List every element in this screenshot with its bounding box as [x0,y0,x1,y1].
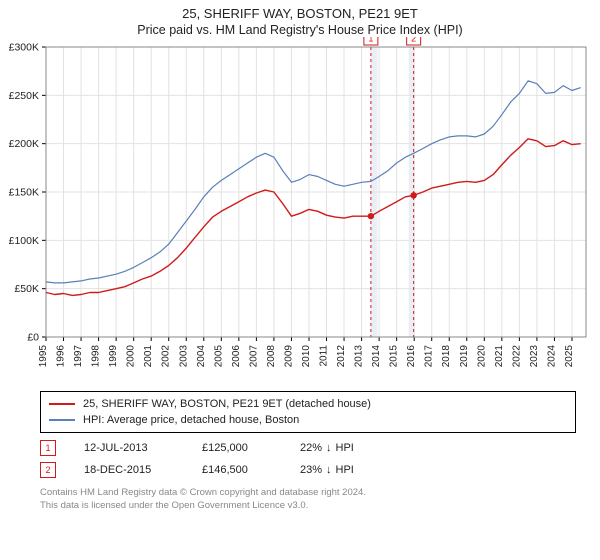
chart-container: 25, SHERIFF WAY, BOSTON, PE21 9ET Price … [0,0,600,513]
sale-date: 18-DEC-2015 [84,464,174,476]
svg-text:2001: 2001 [143,345,154,368]
sale-row: 1 12-JUL-2013 £125,000 22% ↓ HPI [40,437,576,459]
svg-text:2003: 2003 [178,345,189,368]
svg-text:2005: 2005 [213,345,224,368]
title-subtitle: Price paid vs. HM Land Registry's House … [0,23,600,37]
svg-text:2021: 2021 [494,345,505,368]
sales-table: 1 12-JUL-2013 £125,000 22% ↓ HPI 2 18-DEC-2015 £… [40,437,576,481]
svg-text:£50K: £50K [14,283,39,295]
sale-date: 12-JUL-2013 [84,442,174,454]
svg-text:2017: 2017 [424,345,435,368]
svg-text:£250K: £250K [9,90,39,102]
legend-label: HPI: Average price, detached house, Bost… [83,414,299,426]
svg-text:2018: 2018 [441,345,452,368]
legend-swatch [49,419,75,421]
svg-text:2000: 2000 [126,345,137,368]
line-chart-svg: £0 £50K £100K £150K £200K £250K £300K 1995 1996 1… [0,37,600,382]
svg-text:1: 1 [368,37,373,44]
sale-diff-label: HPI [336,464,354,476]
legend-row: 25, SHERIFF WAY, BOSTON, PE21 9ET (detac… [49,396,567,412]
svg-text:2022: 2022 [511,345,522,368]
sale-price: £146,500 [202,464,272,476]
footer-line-1: Contains HM Land Registry data © Crown c… [40,487,576,500]
svg-text:£100K: £100K [9,235,39,247]
svg-text:2016: 2016 [406,345,417,368]
svg-text:£300K: £300K [9,42,39,54]
footer-line-2: This data is licensed under the Open Gov… [40,500,576,513]
down-arrow-icon: ↓ [326,442,332,454]
sale-diff: 23% ↓ HPI [300,464,354,476]
svg-text:2004: 2004 [196,345,207,368]
svg-text:1999: 1999 [108,345,119,368]
legend-label: 25, SHERIFF WAY, BOSTON, PE21 9ET (detac… [83,398,371,410]
sale-diff-pct: 22% [300,442,322,454]
svg-text:2020: 2020 [476,345,487,368]
svg-text:2011: 2011 [319,345,330,367]
legend-box: 25, SHERIFF WAY, BOSTON, PE21 9ET (detac… [40,391,576,433]
sale-row: 2 18-DEC-2015 £146,500 23% ↓ HPI [40,459,576,481]
svg-text:2008: 2008 [266,345,277,368]
svg-text:1998: 1998 [91,345,102,368]
svg-text:1996: 1996 [56,345,67,368]
footer-attribution: Contains HM Land Registry data © Crown c… [40,487,576,513]
svg-text:1995: 1995 [38,345,49,368]
svg-text:2025: 2025 [564,345,575,368]
sale-marker-box: 2 [40,462,56,478]
svg-text:£150K: £150K [9,187,39,199]
sale-diff: 22% ↓ HPI [300,442,354,454]
title-block: 25, SHERIFF WAY, BOSTON, PE21 9ET Price … [0,0,600,37]
svg-text:2023: 2023 [529,345,540,368]
svg-text:2012: 2012 [336,345,347,368]
svg-text:2024: 2024 [546,345,557,368]
svg-text:2009: 2009 [283,345,294,368]
down-arrow-icon: ↓ [326,464,332,476]
svg-text:£200K: £200K [9,138,39,150]
sale-marker-box: 1 [40,440,56,456]
sale-diff-label: HPI [336,442,354,454]
legend-swatch [49,403,75,405]
svg-text:2013: 2013 [354,345,365,368]
svg-text:2: 2 [411,37,416,44]
svg-text:2015: 2015 [389,345,400,368]
svg-text:2007: 2007 [248,345,259,368]
sale-price: £125,000 [202,442,272,454]
svg-text:1997: 1997 [73,345,84,368]
svg-text:2002: 2002 [161,345,172,368]
svg-text:2019: 2019 [459,345,470,368]
svg-text:£0: £0 [27,332,39,344]
svg-text:2010: 2010 [301,345,312,368]
sale-diff-pct: 23% [300,464,322,476]
svg-text:2014: 2014 [371,345,382,368]
chart-area: £0 £50K £100K £150K £200K £250K £300K 1995 1996 1… [0,37,600,387]
legend-row: HPI: Average price, detached house, Bost… [49,412,567,428]
title-address: 25, SHERIFF WAY, BOSTON, PE21 9ET [0,6,600,21]
svg-text:2006: 2006 [231,345,242,368]
